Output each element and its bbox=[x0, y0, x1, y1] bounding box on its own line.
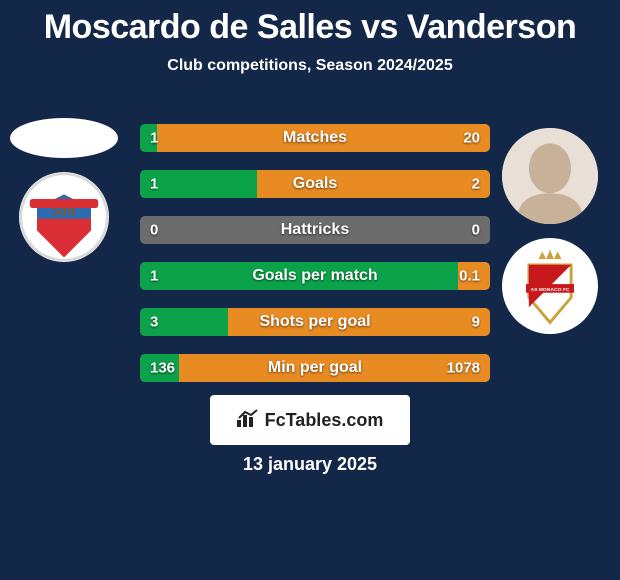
source-badge: FcTables.com bbox=[210, 395, 410, 445]
club-crest-right: AS MONACO FC bbox=[502, 238, 598, 334]
stat-value-right: 20 bbox=[463, 130, 480, 147]
stat-value-right: 0 bbox=[472, 222, 480, 239]
stat-row: Matches 1 20 bbox=[140, 124, 490, 152]
stat-value-right: 1078 bbox=[447, 360, 480, 377]
stat-bars: Matches 1 20 Goals 1 2 Hattricks 0 0 Goals per ma… bbox=[140, 124, 490, 382]
stat-label: Shots per goal bbox=[259, 313, 370, 331]
stat-row: Goals 1 2 bbox=[140, 170, 490, 198]
stat-row: Min per goal 136 1078 bbox=[140, 354, 490, 382]
right-player-column: AS MONACO FC bbox=[502, 128, 598, 334]
stat-value-right: 0.1 bbox=[459, 268, 480, 285]
player-right-photo bbox=[502, 128, 598, 224]
stat-value-left: 1 bbox=[150, 176, 158, 193]
source-badge-text: FcTables.com bbox=[237, 409, 384, 432]
stat-label: Goals per match bbox=[252, 267, 377, 285]
stat-row: Goals per match 1 0.1 bbox=[140, 262, 490, 290]
stat-value-left: 3 bbox=[150, 314, 158, 331]
chart-icon bbox=[237, 409, 259, 432]
stat-label: Goals bbox=[293, 175, 337, 193]
source-badge-label: FcTables.com bbox=[265, 410, 384, 431]
stat-label: Hattricks bbox=[281, 221, 349, 239]
stat-row: Hattricks 0 0 bbox=[140, 216, 490, 244]
comparison-title: Moscardo de Salles vs Vanderson bbox=[0, 0, 620, 47]
stat-value-left: 1 bbox=[150, 268, 158, 285]
stat-value-right: 2 bbox=[472, 176, 480, 193]
comparison-subtitle: Club competitions, Season 2024/2025 bbox=[0, 57, 620, 75]
svg-text:AS MONACO FC: AS MONACO FC bbox=[530, 287, 569, 293]
club-crest-left: SdR bbox=[19, 172, 109, 262]
snapshot-date: 13 january 2025 bbox=[243, 454, 377, 475]
stat-label: Min per goal bbox=[268, 359, 362, 377]
stat-value-left: 0 bbox=[150, 222, 158, 239]
stat-row: Shots per goal 3 9 bbox=[140, 308, 490, 336]
player-left-placeholder-oval bbox=[10, 118, 118, 158]
stat-value-right: 9 bbox=[472, 314, 480, 331]
bar-fill-right bbox=[257, 170, 490, 198]
left-player-column: SdR bbox=[10, 118, 118, 262]
stat-label: Matches bbox=[283, 129, 347, 147]
stat-value-left: 1 bbox=[150, 130, 158, 147]
stat-value-left: 136 bbox=[150, 360, 175, 377]
